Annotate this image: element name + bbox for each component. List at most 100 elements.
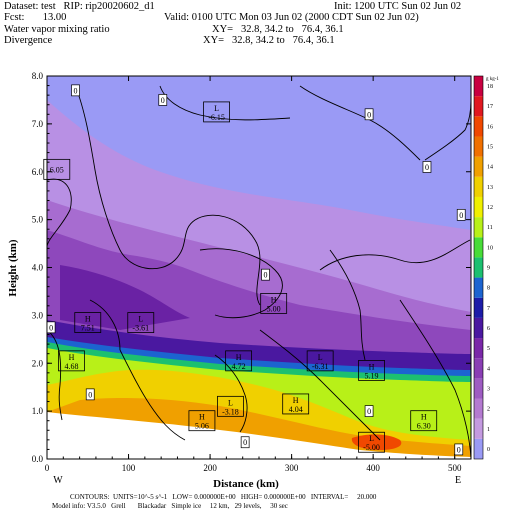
zero-label-box <box>46 321 56 334</box>
hl-label-letter: H <box>236 353 242 362</box>
colorbar-swatch <box>474 418 483 439</box>
zero-label: 0 <box>457 445 461 454</box>
colorbar-swatch <box>474 297 483 318</box>
hl-label-letter: L <box>318 353 323 362</box>
field1-name: Water vapor mixing ratio <box>4 24 110 35</box>
zero-label: 0 <box>425 163 429 172</box>
colorbar-swatch <box>474 358 483 379</box>
hot-spot <box>351 434 402 450</box>
hl-label-value: -6.31 <box>312 362 329 371</box>
hl-label-value: 4.04 <box>289 405 303 414</box>
colorbar-swatch <box>474 257 483 278</box>
colorbar-level-label: 15 <box>487 145 493 151</box>
hl-label-letter: H <box>199 413 205 422</box>
hl-label: H7.51 <box>74 312 102 333</box>
hl-label-letter: H <box>85 315 91 324</box>
zero-label: 0 <box>49 323 53 332</box>
hl-label-box <box>127 312 155 333</box>
y-tick-label: 7.0 <box>32 119 44 129</box>
hl-label: 6.05 <box>43 158 71 180</box>
zero-label-box <box>261 268 270 281</box>
colorbar-swatch <box>474 156 483 177</box>
colorbar-swatch <box>474 136 483 157</box>
colorbar-unit: g kg-1 <box>486 77 499 82</box>
hl-label-box <box>203 101 231 123</box>
x-tick-label: 400 <box>366 463 380 473</box>
east-label: E <box>455 475 461 486</box>
colorbar-swatch <box>474 116 483 137</box>
hl-label-value: -5.00 <box>363 443 380 452</box>
y-tick-label: 6.0 <box>32 167 44 177</box>
hl-label-value: 6.05 <box>50 165 64 174</box>
colorbar-level-label: 1 <box>487 427 490 433</box>
hl-label-letter: H <box>421 413 427 422</box>
hl-label-value: -6.15 <box>208 113 225 122</box>
colorbar-level-label: 7 <box>487 306 490 312</box>
x-tick-label: 200 <box>203 463 217 473</box>
hl-label-box <box>43 158 71 180</box>
colorbar-swatch <box>474 96 483 117</box>
hl-label-box <box>282 393 310 415</box>
hl-label-letter: H <box>369 362 375 371</box>
colorbar-level-label: 0 <box>487 447 490 453</box>
zero-label: 0 <box>161 96 165 105</box>
colorbar-level-label: 4 <box>487 366 490 372</box>
hl-label: L-6.31 <box>306 350 334 372</box>
x-tick-label: 500 <box>448 463 462 473</box>
zero-label: 0 <box>74 86 78 95</box>
hl-label-value: -3.61 <box>132 324 149 333</box>
forecast-line: Fcst: 13.00 <box>4 12 67 23</box>
y-tick-label: 4.0 <box>32 263 44 273</box>
hl-label-box <box>225 350 253 372</box>
hl-label: H5.19 <box>358 360 385 381</box>
model-info: Model info: V3.5.0 Grell Blackadar Simpl… <box>52 502 288 510</box>
hl-label-value: 4.68 <box>64 362 78 371</box>
zero-label-box <box>71 84 80 97</box>
terrain <box>47 412 471 459</box>
colorbar-swatch <box>474 217 483 238</box>
hl-label: H4.72 <box>225 350 253 372</box>
colorbar-frame <box>473 75 484 460</box>
hl-label: H5.00 <box>260 293 288 314</box>
y-tick-label: 5.0 <box>32 215 44 225</box>
colorbar-swatch <box>474 76 483 97</box>
hl-label-box <box>74 312 102 333</box>
west-label: W <box>53 475 63 486</box>
zero-label: 0 <box>367 407 371 416</box>
y-tick-label: 1.0 <box>32 406 44 416</box>
colorbar-level-label: 2 <box>487 407 490 413</box>
plot-area <box>47 76 471 459</box>
colorbar-level-label: 8 <box>487 286 490 292</box>
zero-label: 0 <box>367 110 371 119</box>
colorbar-level-label: 3 <box>487 386 490 392</box>
zero-label-box <box>158 94 168 106</box>
hl-label-box <box>358 431 385 453</box>
hl-label-box <box>306 350 334 372</box>
colorbar-swatch <box>474 317 483 339</box>
colorbar-swatch <box>474 196 483 218</box>
colorbar-level-label: 17 <box>487 104 493 110</box>
zero-label: 0 <box>243 438 247 447</box>
y-tick-label: 3.0 <box>32 310 44 320</box>
colorbar-swatch <box>474 378 483 399</box>
x-tick-label: 100 <box>122 463 136 473</box>
x-tick-label: 300 <box>285 463 299 473</box>
zero-label: 0 <box>264 271 268 280</box>
moist-patch <box>60 265 190 330</box>
hl-label-value: 7.51 <box>81 324 95 333</box>
y-axis-label: Height (km) <box>7 239 19 296</box>
hl-label-box <box>58 350 85 372</box>
hl-label-value: 5.19 <box>365 371 379 380</box>
hl-label-letter: L <box>138 315 143 324</box>
colorbar-swatch <box>474 176 483 197</box>
field1-xy: XY= 32.8, 34.2 to 76.4, 36.1 <box>212 24 344 35</box>
y-tick-label: 0.0 <box>32 454 44 464</box>
hl-label: L-5.00 <box>358 431 385 453</box>
zero-label-box <box>454 443 464 456</box>
colorbar-swatch <box>474 338 483 359</box>
x-axis-label: Distance (km) <box>213 478 279 490</box>
hl-label: L-3.61 <box>127 312 155 333</box>
zero-label-box <box>364 108 374 121</box>
colorbar-level-label: 16 <box>487 124 493 130</box>
